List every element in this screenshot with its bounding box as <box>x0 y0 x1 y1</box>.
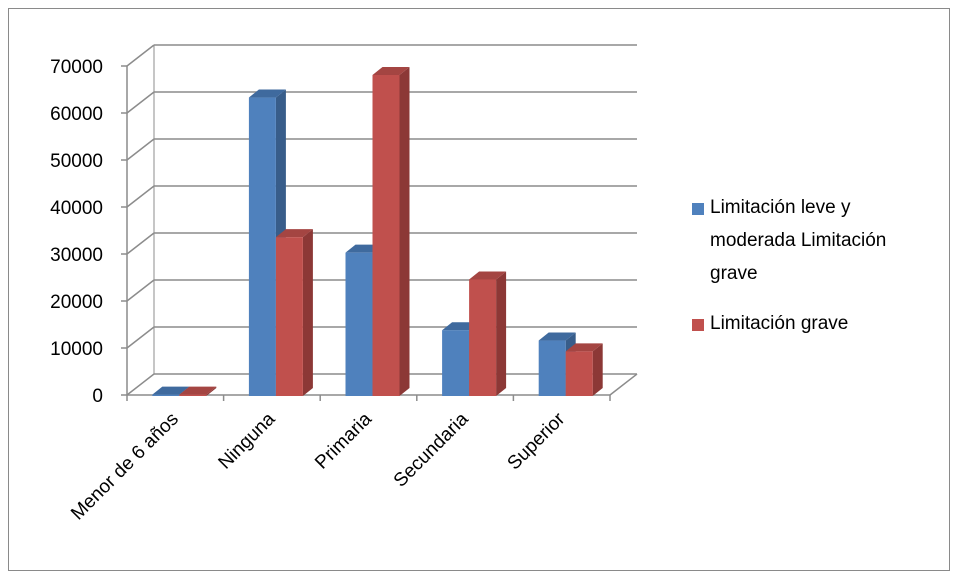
bar-side <box>399 66 410 397</box>
bar-side <box>496 271 507 396</box>
gridline-side-7 <box>126 44 155 67</box>
legend-swatch <box>692 319 704 331</box>
floor-right-edge <box>609 373 638 396</box>
gridline-side-0 <box>126 373 155 396</box>
bar-front <box>275 237 303 396</box>
y-tick-label: 50000 <box>50 151 103 172</box>
legend-item: Limitación leve y moderada Limitación grav… <box>692 197 886 284</box>
y-tick-label: 70000 <box>50 57 103 78</box>
y-tick-label: 20000 <box>50 292 103 313</box>
y-tick-label: 30000 <box>50 245 103 266</box>
bar-top <box>372 66 410 75</box>
bar-front <box>372 74 400 397</box>
bar-1-1 <box>275 229 313 396</box>
bar-top <box>152 386 190 395</box>
bars <box>152 66 603 397</box>
bar-top <box>538 332 576 341</box>
y-tick-label: 10000 <box>50 339 103 360</box>
x-axis: Menor de 6 años Ninguna Primaria Secundaria… <box>67 395 611 525</box>
bar-4-1 <box>565 343 603 396</box>
bar-top <box>179 386 217 395</box>
x-tick-label: Ninguna <box>215 408 280 473</box>
bar-top <box>248 89 286 98</box>
legend-label: Limitación grave <box>710 313 848 334</box>
bar-side <box>592 343 603 396</box>
bar-top <box>469 271 507 280</box>
bar-front <box>248 97 276 397</box>
bar-front <box>345 252 373 396</box>
bar-front <box>469 279 497 396</box>
y-axis: 0 10000 20000 30000 40000 50000 60000 70000 <box>50 57 128 407</box>
bar-side <box>302 229 313 396</box>
gridline-side-2 <box>126 279 155 302</box>
y-tick-label: 0 <box>92 386 103 407</box>
x-tick-label: Secundaria <box>390 408 473 491</box>
bar-front <box>565 351 593 396</box>
bar-front <box>538 340 566 396</box>
bar-front <box>442 330 470 396</box>
legend: Limitación leve y moderada Limitación grav… <box>692 197 886 334</box>
gridline-side-4 <box>126 185 155 208</box>
y-tick-label: 60000 <box>50 104 103 125</box>
bar-top <box>565 343 603 352</box>
x-tick-label: Primaria <box>311 408 376 473</box>
legend-label: Limitación leve y moderada Limitación grav… <box>710 197 886 284</box>
bar-top <box>275 229 313 238</box>
bar-front <box>179 394 207 396</box>
legend-item: Limitación grave <box>692 313 848 334</box>
legend-swatch <box>692 203 704 215</box>
gridline-side-5 <box>126 138 155 161</box>
bar-0-1 <box>179 386 217 396</box>
bar-side <box>206 386 217 396</box>
x-tick-label: Superior <box>504 408 570 474</box>
gridline-side-1 <box>126 326 155 349</box>
bar-2-1 <box>372 66 410 397</box>
gridline-side-3 <box>126 232 155 255</box>
bar-front <box>152 394 180 396</box>
bar-3-1 <box>469 271 507 396</box>
y-tick-label: 40000 <box>50 198 103 219</box>
x-tick-label: Menor de 6 años <box>67 409 183 525</box>
gridline-side-6 <box>126 91 155 114</box>
